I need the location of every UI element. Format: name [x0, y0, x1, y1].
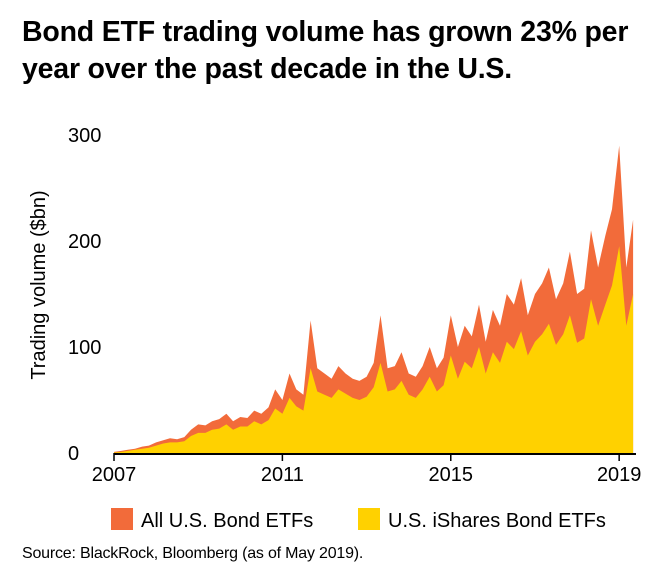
chart-title-line-1: Bond ETF trading volume has grown 23% pe…	[22, 16, 629, 48]
plot-area: 0 100 200 300 2007 2011 2015 2019	[68, 125, 641, 486]
y-tick-label-0: 0	[68, 443, 79, 465]
legend-label-ishares: U.S. iShares Bond ETFs	[388, 510, 606, 532]
chart-title: Bond ETF trading volume has grown 23% pe…	[22, 14, 642, 88]
series-area-u-s-ishares-bond-etfs	[114, 246, 634, 453]
legend: All U.S. Bond ETFs U.S. iShares Bond ETF…	[111, 508, 606, 532]
y-tick-label-100: 100	[68, 337, 101, 359]
x-tick-label-2019: 2019	[597, 464, 642, 486]
legend-swatch-all-bond	[111, 508, 133, 530]
chart-title-line-2: year over the past decade in the U.S.	[22, 53, 512, 85]
legend-swatch-ishares	[358, 508, 380, 530]
x-tick-label-2011: 2011	[261, 464, 304, 486]
x-tick-label-2015: 2015	[429, 464, 474, 486]
source-note: Source: BlackRock, Bloomberg (as of May …	[22, 545, 364, 562]
y-tick-label-200: 200	[68, 231, 101, 253]
x-tick-label-2007: 2007	[92, 464, 137, 486]
legend-label-all-bond: All U.S. Bond ETFs	[141, 510, 313, 532]
y-axis-label: Trading volume ($bn)	[28, 190, 50, 379]
y-tick-label-300: 300	[68, 125, 101, 147]
